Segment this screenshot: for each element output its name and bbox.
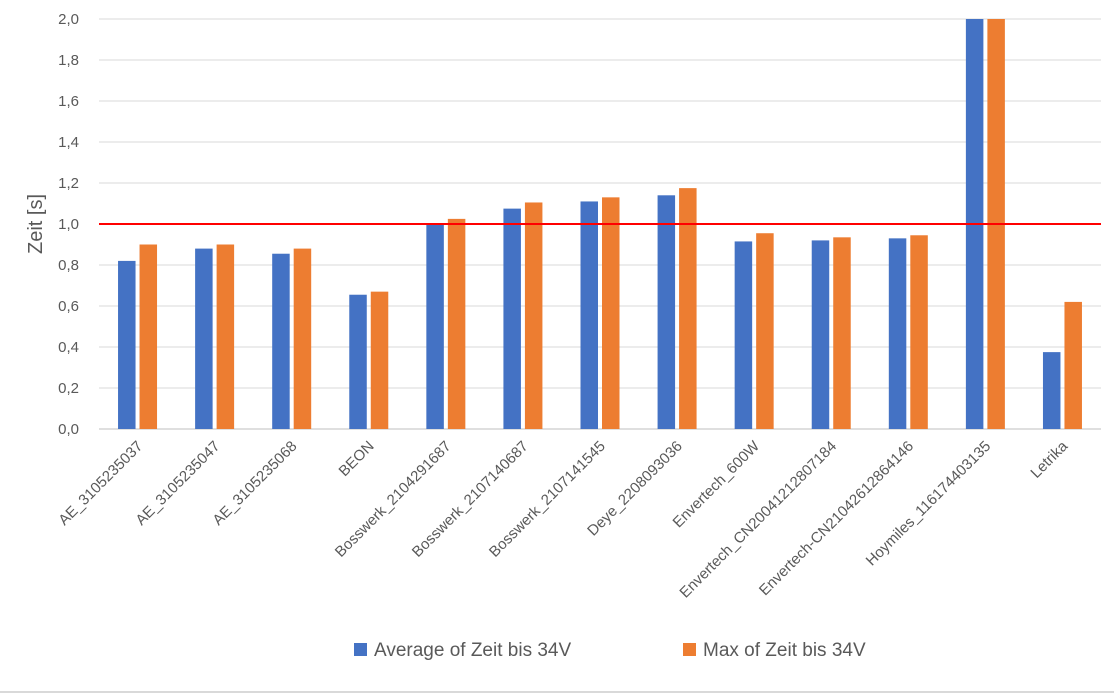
bar-average — [503, 208, 521, 429]
bar-max — [910, 235, 928, 429]
y-tick-label: 1,0 — [58, 216, 79, 233]
bar-average — [349, 294, 367, 429]
x-category-label: Envertech_CN20041212807184 — [676, 438, 840, 602]
legend: Average of Zeit bis 34V Max of Zeit bis 3… — [354, 640, 866, 661]
bar-average — [580, 201, 598, 429]
bar-average — [657, 195, 676, 429]
x-category-label: Letrika — [1027, 437, 1071, 481]
x-category-label: Hoymiles_116174403135 — [863, 438, 995, 570]
y-tick-label: 1,8 — [58, 52, 79, 69]
x-category-label: BEON — [336, 438, 378, 480]
y-tick-label: 1,4 — [58, 134, 79, 151]
bar-average — [118, 260, 136, 429]
y-tick-label: 0,0 — [58, 421, 79, 438]
frame-bottom-border — [0, 691, 1114, 693]
bar-max — [756, 233, 774, 429]
bars — [118, 19, 1082, 429]
bar-max — [370, 291, 389, 429]
y-tick-label: 0,4 — [58, 339, 79, 356]
legend-swatch — [354, 643, 367, 656]
bar-max — [447, 218, 466, 429]
bar-average — [888, 238, 907, 429]
y-tick-label: 2,0 — [58, 11, 79, 28]
y-tick-label: 0,8 — [58, 257, 79, 274]
bar-max — [679, 188, 697, 429]
bar-average — [811, 240, 830, 429]
y-tick-label: 0,6 — [58, 298, 79, 315]
bar-max — [216, 244, 235, 429]
bar-max — [602, 197, 620, 429]
y-axis-title: Zeit [s] — [25, 194, 47, 254]
legend-label: Average of Zeit bis 34V — [374, 640, 571, 661]
y-tick-label: 1,2 — [58, 175, 79, 192]
legend-label: Max of Zeit bis 34V — [703, 640, 866, 661]
y-axis-tick-labels: 0,0 0,2 0,4 0,6 0,8 1,0 1,2 1,4 1,6 1,8 2,0 — [58, 11, 79, 438]
bar-max — [293, 248, 312, 429]
bar-max — [139, 244, 158, 429]
bar-average — [272, 253, 290, 429]
bar-average — [734, 241, 753, 429]
bar-average — [195, 248, 213, 429]
x-category-label: Envertech-CN21042612864146 — [756, 438, 917, 599]
x-category-label: AE_3105235068 — [209, 438, 300, 529]
bar-average — [426, 224, 444, 429]
bar-max — [524, 202, 543, 429]
bar-average — [1042, 352, 1061, 429]
bar-max — [833, 237, 851, 429]
y-tick-label: 0,2 — [58, 380, 79, 397]
y-tick-label: 1,6 — [58, 93, 79, 110]
bar-max — [1064, 301, 1082, 429]
legend-swatch — [683, 643, 696, 656]
